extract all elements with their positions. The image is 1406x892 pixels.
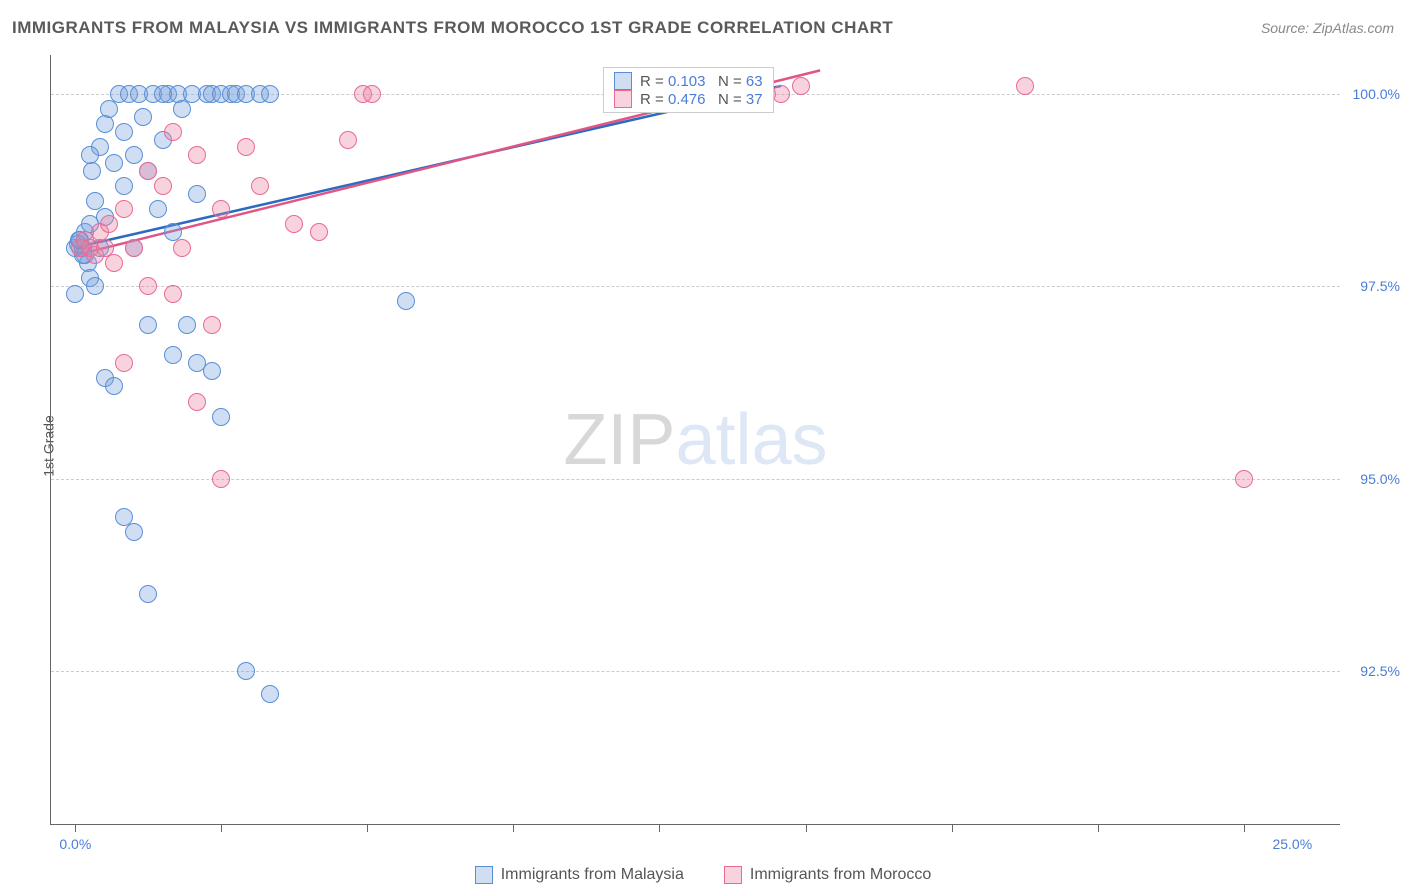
data-point: [86, 277, 104, 295]
data-point: [203, 316, 221, 334]
data-point: [66, 285, 84, 303]
data-point: [251, 177, 269, 195]
data-point: [125, 523, 143, 541]
x-tick: [1098, 824, 1099, 832]
data-point: [203, 362, 221, 380]
data-point: [310, 223, 328, 241]
data-point: [178, 316, 196, 334]
data-point: [139, 162, 157, 180]
bottom-legend-label: Immigrants from Malaysia: [501, 866, 684, 884]
y-tick-label: 100.0%: [1345, 86, 1400, 102]
data-point: [237, 662, 255, 680]
x-tick: [806, 824, 807, 832]
y-tick-label: 95.0%: [1345, 471, 1400, 487]
data-point: [212, 408, 230, 426]
data-point: [1235, 470, 1253, 488]
data-point: [237, 138, 255, 156]
x-tick: [659, 824, 660, 832]
data-point: [212, 200, 230, 218]
data-point: [139, 585, 157, 603]
stats-text: R = 0.476 N = 37: [640, 91, 763, 108]
data-point: [164, 285, 182, 303]
data-point: [100, 100, 118, 118]
data-point: [81, 146, 99, 164]
stats-text: R = 0.103 N = 63: [640, 73, 763, 90]
x-tick-label-left: 0.0%: [59, 836, 91, 852]
chart-title: IMMIGRANTS FROM MALAYSIA VS IMMIGRANTS F…: [12, 18, 893, 38]
data-point: [154, 85, 172, 103]
data-point: [164, 346, 182, 364]
data-point: [115, 200, 133, 218]
chart-plot-area: ZIPatlas 92.5%95.0%97.5%100.0%0.0%25.0%R…: [50, 55, 1340, 825]
legend-swatch: [724, 866, 742, 884]
data-point: [154, 177, 172, 195]
x-tick: [952, 824, 953, 832]
data-point: [212, 470, 230, 488]
data-point: [397, 292, 415, 310]
trend-lines: [51, 55, 1341, 825]
data-point: [139, 316, 157, 334]
bottom-legend-item: Immigrants from Morocco: [724, 866, 931, 884]
y-tick-label: 92.5%: [1345, 663, 1400, 679]
x-tick: [367, 824, 368, 832]
data-point: [188, 393, 206, 411]
legend-swatch: [614, 90, 632, 108]
data-point: [100, 215, 118, 233]
stats-legend: R = 0.103 N = 63R = 0.476 N = 37: [603, 67, 774, 113]
data-point: [339, 131, 357, 149]
x-tick: [75, 824, 76, 832]
x-tick-label-right: 25.0%: [1272, 836, 1312, 852]
x-tick: [221, 824, 222, 832]
watermark: ZIPatlas: [563, 399, 827, 481]
data-point: [115, 354, 133, 372]
data-point: [772, 85, 790, 103]
data-point: [164, 123, 182, 141]
data-point: [792, 77, 810, 95]
stats-legend-row: R = 0.103 N = 63: [614, 72, 763, 90]
data-point: [125, 146, 143, 164]
data-point: [173, 100, 191, 118]
y-tick-label: 97.5%: [1345, 278, 1400, 294]
x-tick: [1244, 824, 1245, 832]
data-point: [96, 115, 114, 133]
bottom-legend-label: Immigrants from Morocco: [750, 866, 931, 884]
data-point: [125, 239, 143, 257]
data-point: [115, 177, 133, 195]
stats-legend-row: R = 0.476 N = 37: [614, 90, 763, 108]
data-point: [134, 108, 152, 126]
data-point: [83, 162, 101, 180]
data-point: [105, 254, 123, 272]
data-point: [105, 154, 123, 172]
data-point: [285, 215, 303, 233]
data-point: [188, 146, 206, 164]
data-point: [105, 377, 123, 395]
data-point: [188, 185, 206, 203]
legend-swatch: [475, 866, 493, 884]
data-point: [139, 277, 157, 295]
bottom-legend-item: Immigrants from Malaysia: [475, 866, 684, 884]
bottom-legend: Immigrants from Malaysia Immigrants from …: [0, 866, 1406, 884]
x-tick: [513, 824, 514, 832]
gridline: [51, 479, 1340, 480]
data-point: [261, 685, 279, 703]
data-point: [149, 200, 167, 218]
data-point: [363, 85, 381, 103]
data-point: [173, 239, 191, 257]
data-point: [261, 85, 279, 103]
data-point: [1016, 77, 1034, 95]
chart-source: Source: ZipAtlas.com: [1261, 20, 1394, 36]
legend-swatch: [614, 72, 632, 90]
gridline: [51, 286, 1340, 287]
data-point: [115, 123, 133, 141]
